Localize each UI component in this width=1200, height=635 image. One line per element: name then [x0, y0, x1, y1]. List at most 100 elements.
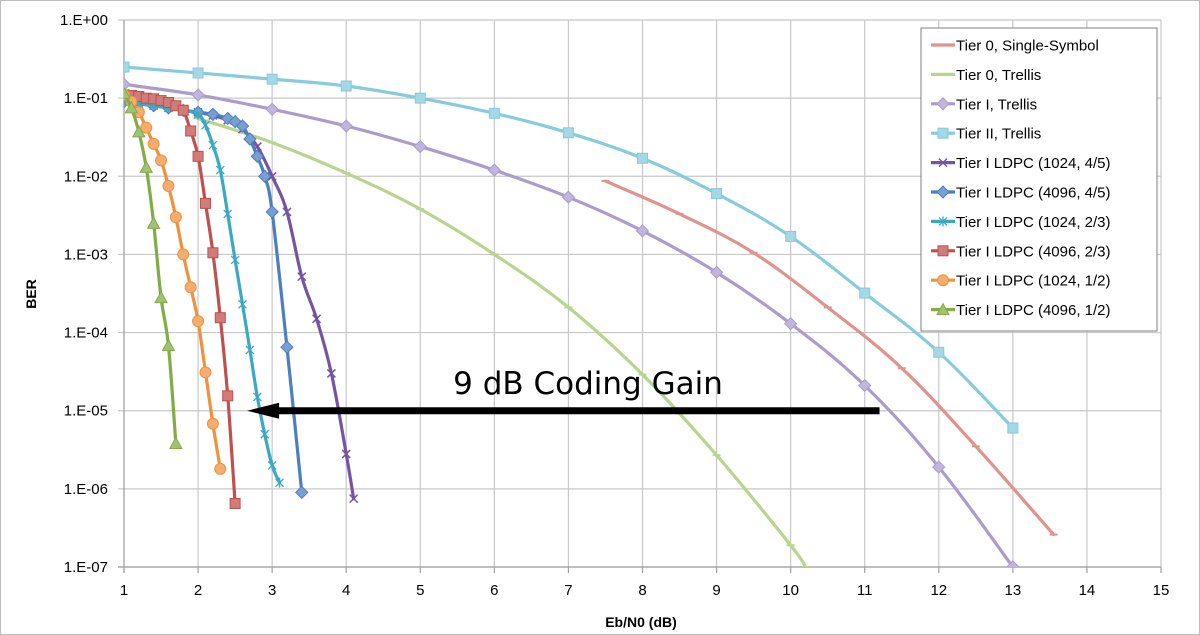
data-point [214, 462, 227, 475]
data-point [208, 140, 218, 151]
data-point [280, 340, 294, 354]
data-point [312, 314, 322, 324]
coding-gain-annotation: 9 dB Coding Gain [247, 366, 880, 419]
axes [118, 20, 1162, 573]
data-point [124, 86, 131, 99]
data-point [161, 338, 176, 352]
legend-label: Tier II, Trellis [956, 126, 1041, 143]
legend-marker [936, 97, 950, 111]
data-point [709, 265, 724, 280]
data-point [238, 299, 247, 310]
data-point [177, 248, 190, 261]
x-tick-label: 4 [342, 582, 350, 599]
series-tier-i-ldpc-4096-1-2 [124, 86, 183, 450]
y-tick-label: 1.E-02 [64, 168, 108, 185]
series-tier-i-ldpc-1024-1-2 [124, 88, 227, 475]
legend-marker [937, 245, 949, 257]
series-line [196, 116, 808, 567]
data-point [341, 449, 351, 459]
legend-label: Tier 0, Trellis [956, 67, 1041, 84]
data-point [131, 124, 146, 138]
data-point [487, 163, 502, 177]
legend-marker [938, 158, 948, 168]
data-point [562, 127, 574, 139]
y-tick-label: 1.E-04 [64, 325, 108, 342]
data-point [139, 160, 154, 173]
data-point [783, 316, 798, 331]
data-point [124, 77, 131, 92]
data-point [637, 152, 648, 164]
data-point [185, 125, 197, 137]
series-tier-i-ldpc-4096-2-3 [124, 89, 241, 509]
legend-label: Tier I LDPC (1024, 2/3) [956, 214, 1111, 231]
series-line [124, 93, 237, 506]
series-tier-ii-trellis [124, 61, 1019, 434]
y-axis-label: BER [23, 279, 39, 309]
data-point [124, 61, 130, 73]
legend-marker [936, 302, 950, 316]
x-tick-label: 2 [194, 582, 202, 599]
legend-item: Tier II, Trellis [931, 126, 1041, 143]
data-point [414, 92, 426, 104]
data-point [192, 67, 204, 79]
data-point [155, 154, 168, 167]
x-tick-label: 6 [490, 582, 498, 599]
x-tick-label: 7 [564, 582, 572, 599]
y-tick-label: 1.E-01 [64, 90, 108, 107]
data-point [1006, 560, 1020, 567]
legend-label: Tier I LDPC (4096, 2/3) [956, 243, 1111, 260]
y-tick-labels: 1.E+00 1.E-01 1.E-02 1.E-03 1.E-04 1.E-05 1.E-… [60, 12, 108, 576]
legend-marker [937, 127, 949, 139]
x-tick-label: 8 [638, 582, 646, 599]
annotation-text: 9 dB Coding Gain [453, 366, 723, 402]
data-point [267, 460, 277, 471]
data-point [252, 391, 262, 402]
legend-item: Tier I LDPC (4096, 4/5) [931, 185, 1111, 202]
legend-label: Tier 0, Single-Symbol [956, 38, 1099, 55]
data-point [214, 312, 226, 324]
data-point [258, 169, 272, 183]
data-point [146, 216, 161, 229]
data-point [266, 73, 278, 85]
data-point [177, 104, 189, 116]
legend-box [920, 27, 1158, 332]
legend-label: Tier I LDPC (4096, 4/5) [956, 185, 1111, 202]
y-tick-label: 1.E+00 [60, 12, 108, 29]
data-point [222, 390, 234, 402]
data-point [192, 315, 205, 328]
data-point [201, 120, 210, 131]
x-tick-label: 12 [930, 582, 947, 599]
data-point [295, 485, 309, 500]
legend-item: Tier I LDPC (4096, 1/2) [931, 302, 1111, 319]
legend-item: Tier I LDPC (1024, 1/2) [931, 273, 1111, 290]
data-point [169, 436, 183, 450]
data-point [169, 211, 182, 224]
series-group [124, 61, 1058, 567]
series-tier-i-ldpc-4096-4-5 [124, 95, 309, 500]
legend-item: Tier I LDPC (1024, 4/5) [931, 155, 1111, 172]
data-point [340, 80, 352, 92]
data-point [229, 497, 241, 509]
y-tick-label: 1.E-06 [64, 481, 108, 498]
data-point [199, 197, 211, 209]
data-point [265, 205, 279, 219]
x-tick-label: 9 [712, 582, 720, 599]
data-point [207, 247, 219, 259]
series-tier-0-single-symbol [601, 179, 1058, 537]
data-point [488, 107, 500, 119]
legend-marker [937, 274, 949, 287]
x-tick-label: 1 [120, 582, 128, 599]
data-point [635, 224, 650, 238]
data-point [260, 429, 270, 440]
data-point [215, 165, 225, 176]
data-point [162, 180, 175, 193]
x-tick-label: 10 [782, 582, 799, 599]
data-point [191, 88, 205, 102]
data-point [184, 281, 197, 294]
x-axis-label: Eb/N0 (dB) [605, 614, 677, 630]
y-tick-label: 1.E-03 [64, 246, 108, 263]
data-point [297, 272, 307, 282]
data-point [711, 188, 723, 200]
data-point [785, 230, 797, 242]
